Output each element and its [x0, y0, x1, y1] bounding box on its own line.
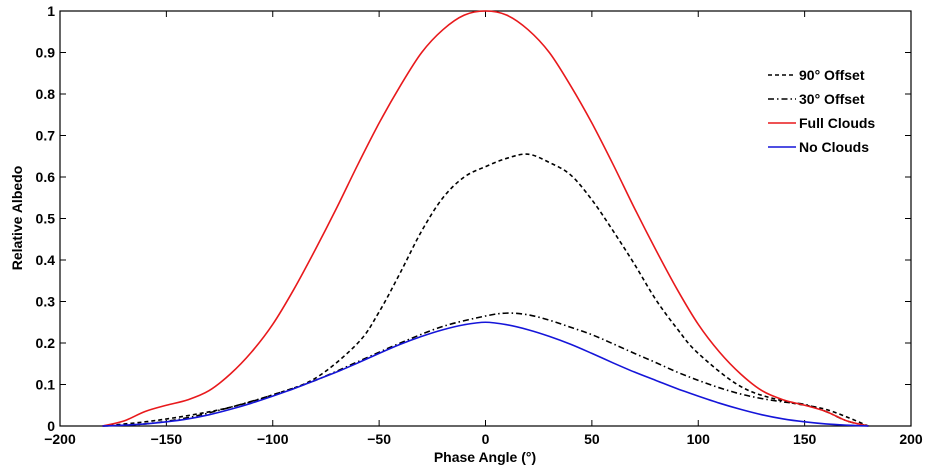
x-tick-labels: −200 −150 −100 −50 0 50 100 150 200: [44, 431, 923, 447]
series-line-0: [102, 153, 869, 427]
x-tick-label: 0: [482, 431, 490, 447]
x-axis-label: Phase Angle (°): [434, 449, 536, 465]
y-tick-label: 1: [47, 3, 55, 19]
x-tick-label: −200: [44, 431, 76, 447]
x-tick-label: 100: [687, 431, 711, 447]
y-axis-label: Relative Albedo: [9, 166, 25, 271]
x-tick-label: 50: [584, 431, 600, 447]
legend-label: No Clouds: [799, 139, 869, 155]
x-tick-label: −100: [257, 431, 289, 447]
y-tick-label: 0.2: [36, 335, 56, 351]
y-tick-labels: 0 0.1 0.2 0.3 0.4 0.5 0.6 0.7 0.8 0.9 1: [36, 3, 56, 434]
axis-ticks: [59, 10, 912, 427]
x-tick-label: 150: [793, 431, 817, 447]
x-tick-label: 200: [899, 431, 923, 447]
y-tick-label: 0.5: [36, 211, 56, 227]
legend-label: 30° Offset: [799, 91, 865, 107]
x-tick-label: −50: [367, 431, 391, 447]
legend: 90° Offset 30° Offset Full Clouds No Clouds: [768, 67, 875, 155]
y-tick-label: 0.6: [36, 169, 56, 185]
x-tick-label: −150: [151, 431, 183, 447]
plot-area: [59, 10, 912, 427]
legend-label: 90° Offset: [799, 67, 865, 83]
y-tick-label: 0.8: [36, 86, 56, 102]
y-tick-label: 0: [47, 418, 55, 434]
series-line-2: [102, 10, 869, 427]
legend-label: Full Clouds: [799, 115, 875, 131]
series-line-1: [102, 312, 869, 427]
series-lines: [102, 10, 869, 427]
y-tick-label: 0.3: [36, 294, 56, 310]
y-tick-label: 0.9: [36, 45, 56, 61]
y-tick-label: 0.1: [36, 377, 56, 393]
y-tick-label: 0.4: [36, 252, 56, 268]
series-line-3: [102, 321, 869, 427]
y-tick-label: 0.7: [36, 128, 56, 144]
